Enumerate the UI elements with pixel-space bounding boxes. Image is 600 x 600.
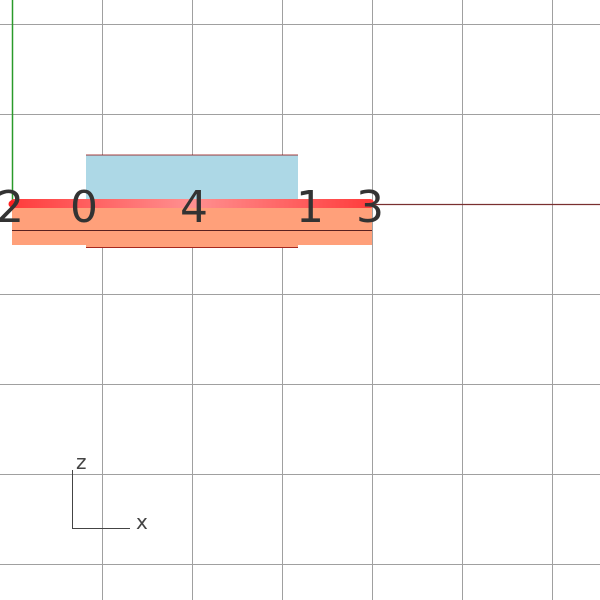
slab-lower-tab — [86, 245, 298, 248]
node-label-3: 3 — [356, 182, 384, 233]
axes-gizmo: z x — [72, 450, 148, 534]
gizmo-label-x: x — [136, 510, 148, 534]
highlighted-edge[interactable] — [10, 199, 374, 208]
node-label-0: 0 — [70, 182, 98, 233]
node-label-4: 4 — [180, 182, 208, 233]
edge-endpoint-marker[interactable] — [8, 200, 16, 208]
node-label-2: 2 — [0, 182, 24, 233]
top-box[interactable] — [86, 155, 298, 203]
node-label-1: 1 — [296, 182, 324, 233]
bottom-slab[interactable] — [12, 205, 372, 245]
gizmo-label-z: z — [76, 450, 87, 474]
